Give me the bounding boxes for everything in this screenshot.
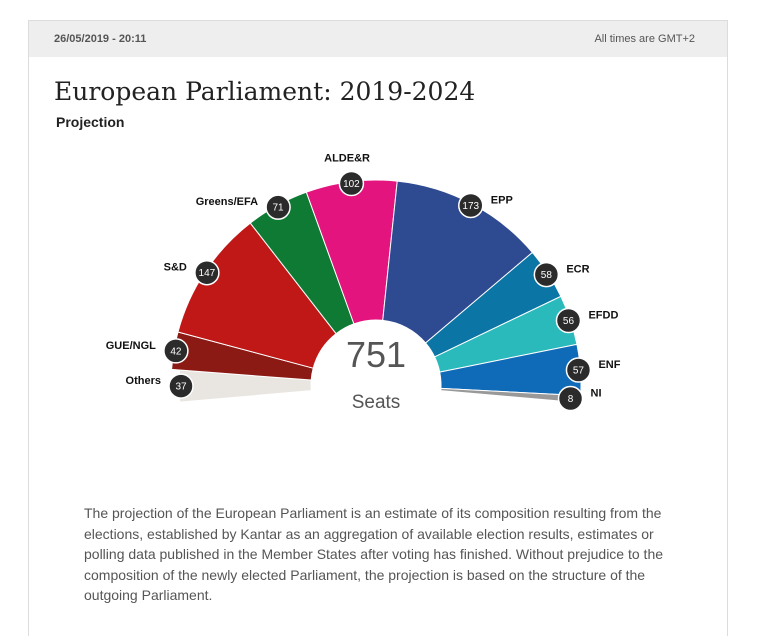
info-bar: 26/05/2019 - 20:11 All times are GMT+2 [29,21,727,57]
seat-bubble-circle [557,385,584,412]
seat-bubble-greens-efa: 71 [265,194,291,220]
party-label-greens-efa: Greens/EFA [196,196,258,208]
page-title: European Parliament: 2019-2024 [54,77,476,106]
projection-description: The projection of the European Parliamen… [84,505,664,603]
seat-value-others: 37 [175,382,187,393]
seat-bubble-circle [168,373,194,399]
seat-bubble-enf: 57 [565,357,592,383]
datetime-label: 26/05/2019 - 20:11 [54,33,147,45]
timezone-note: All times are GMT+2 [594,33,695,45]
party-label-others: Others [126,375,161,387]
seat-bubble-circle [555,307,582,334]
seat-bubble-ecr: 58 [533,261,560,288]
party-label-ecr: ECR [566,264,589,276]
seat-bubble-circle [265,194,291,220]
slice-epp [382,180,534,344]
results-card: 26/05/2019 - 20:11 All times are GMT+2 E… [28,20,728,636]
party-label-s-d: S&D [164,262,187,274]
seat-bubble-alde-r: 102 [338,170,365,197]
chart-center-disc [312,321,440,449]
seat-bubble-circle [533,261,560,288]
seat-value-greens-efa: 71 [273,203,285,214]
total-seats-label: Seats [352,392,401,413]
slice-alde-r [305,179,398,325]
seat-value-s-d: 147 [199,268,216,279]
party-label-alde-r: ALDE&R [324,152,370,164]
seat-value-enf: 57 [573,366,585,377]
seat-value-gue-ngl: 42 [170,346,182,357]
party-label-enf: ENF [598,359,620,371]
parliament-chart: Others GUE/NGL S&D Greens/EFA ALDE&R EPP ECR EF… [105,152,621,449]
seat-bubble-circle [163,338,189,364]
party-label-epp: EPP [491,194,513,206]
seat-value-efdd: 56 [563,316,575,327]
seat-bubble-others: 37 [168,373,194,399]
seat-bubble-s-d: 147 [194,259,220,286]
party-label-ni: NI [591,388,602,400]
seat-bubble-circle [458,192,484,219]
slice-s-d [177,222,337,369]
seat-bubble-circle [194,259,220,286]
seat-bubble-circle [565,357,592,383]
seat-bubble-epp: 173 [458,192,484,219]
seat-value-alde-r: 102 [343,179,360,190]
seat-bubble-circle [338,170,365,197]
seat-bubble-gue-ngl: 42 [163,338,189,364]
seat-value-ni: 8 [568,394,574,405]
party-label-efdd: EFDD [588,309,618,321]
seat-bubble-efdd: 56 [555,307,582,334]
seat-bubble-ni: 8 [557,385,584,412]
chart-subtitle: Projection [56,114,125,130]
total-seats-value: 751 [346,334,406,375]
seat-value-epp: 173 [462,201,479,212]
party-label-gue-ngl: GUE/NGL [106,340,156,352]
seat-value-ecr: 58 [541,270,553,281]
